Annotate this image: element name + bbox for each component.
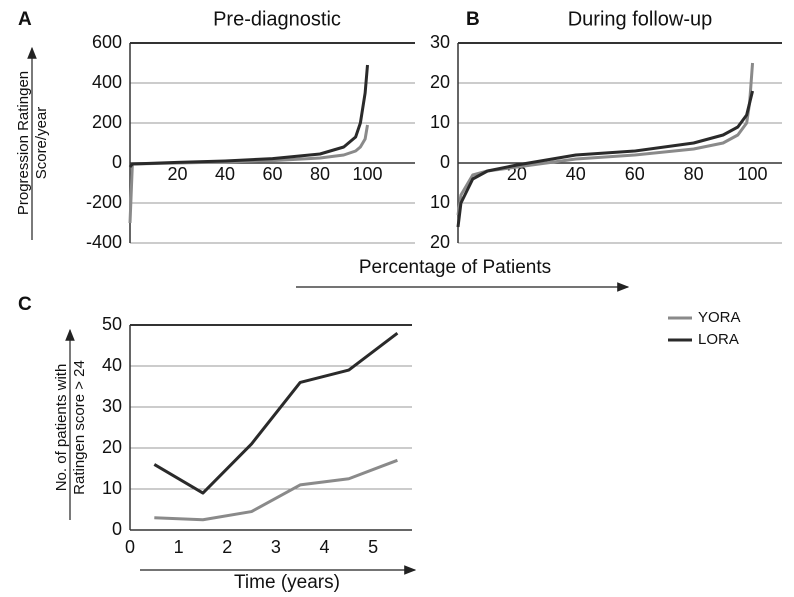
y-tick-label: 30 bbox=[102, 396, 122, 416]
y-tick-label: 30 bbox=[430, 32, 450, 52]
y-tick-label: 400 bbox=[92, 72, 122, 92]
x-tick-label: 60 bbox=[262, 164, 282, 184]
x-tick-label: 4 bbox=[319, 537, 329, 557]
y-tick-label: 600 bbox=[92, 32, 122, 52]
series-line bbox=[128, 124, 369, 224]
x-axis-label: Percentage of Patients bbox=[359, 257, 551, 278]
y-tick-label: 0 bbox=[112, 519, 122, 539]
x-tick-label: 0 bbox=[125, 537, 135, 557]
y-axis-label: Progression Ratingen bbox=[15, 71, 32, 215]
legend-label: YORA bbox=[698, 309, 741, 326]
y-tick-label: -200 bbox=[86, 192, 122, 212]
series-line bbox=[128, 64, 369, 168]
y-tick-label: 10 bbox=[430, 192, 450, 212]
series-line bbox=[456, 90, 755, 228]
x-tick-label: 40 bbox=[566, 164, 586, 184]
x-tick-label: 80 bbox=[310, 164, 330, 184]
panel-label: A bbox=[18, 9, 32, 30]
x-tick-label: 1 bbox=[174, 537, 184, 557]
x-axis-label: Time (years) bbox=[234, 572, 340, 593]
y-tick-label: 50 bbox=[102, 314, 122, 334]
y-tick-label: 20 bbox=[430, 232, 450, 252]
y-tick-label: 10 bbox=[430, 112, 450, 132]
y-tick-label: 40 bbox=[102, 355, 122, 375]
x-tick-label: 100 bbox=[352, 164, 382, 184]
chart-title: During follow-up bbox=[568, 8, 713, 30]
y-tick-label: -400 bbox=[86, 232, 122, 252]
series-line bbox=[456, 62, 755, 216]
panel-label: C bbox=[18, 294, 32, 315]
y-axis-label: Ratingen score > 24 bbox=[71, 360, 88, 495]
legend-label: LORA bbox=[698, 331, 739, 348]
chart-title: Pre-diagnostic bbox=[213, 8, 341, 30]
series-line bbox=[153, 332, 399, 495]
y-axis-label: No. of patients with bbox=[53, 364, 70, 492]
y-tick-label: 20 bbox=[102, 437, 122, 457]
series-line bbox=[154, 458, 398, 522]
x-tick-label: 100 bbox=[738, 164, 768, 184]
y-tick-label: 20 bbox=[430, 72, 450, 92]
y-tick-label: 0 bbox=[440, 152, 450, 172]
x-tick-label: 3 bbox=[271, 537, 281, 557]
panel-label: B bbox=[466, 9, 480, 30]
y-tick-label: 200 bbox=[92, 112, 122, 132]
x-tick-label: 40 bbox=[215, 164, 235, 184]
y-axis-label: Score/year bbox=[33, 107, 50, 180]
x-tick-label: 5 bbox=[368, 537, 378, 557]
x-tick-label: 60 bbox=[625, 164, 645, 184]
x-tick-label: 2 bbox=[222, 537, 232, 557]
x-tick-label: 80 bbox=[684, 164, 704, 184]
x-tick-label: 20 bbox=[167, 164, 187, 184]
y-tick-label: 10 bbox=[102, 478, 122, 498]
y-tick-label: 0 bbox=[112, 152, 122, 172]
